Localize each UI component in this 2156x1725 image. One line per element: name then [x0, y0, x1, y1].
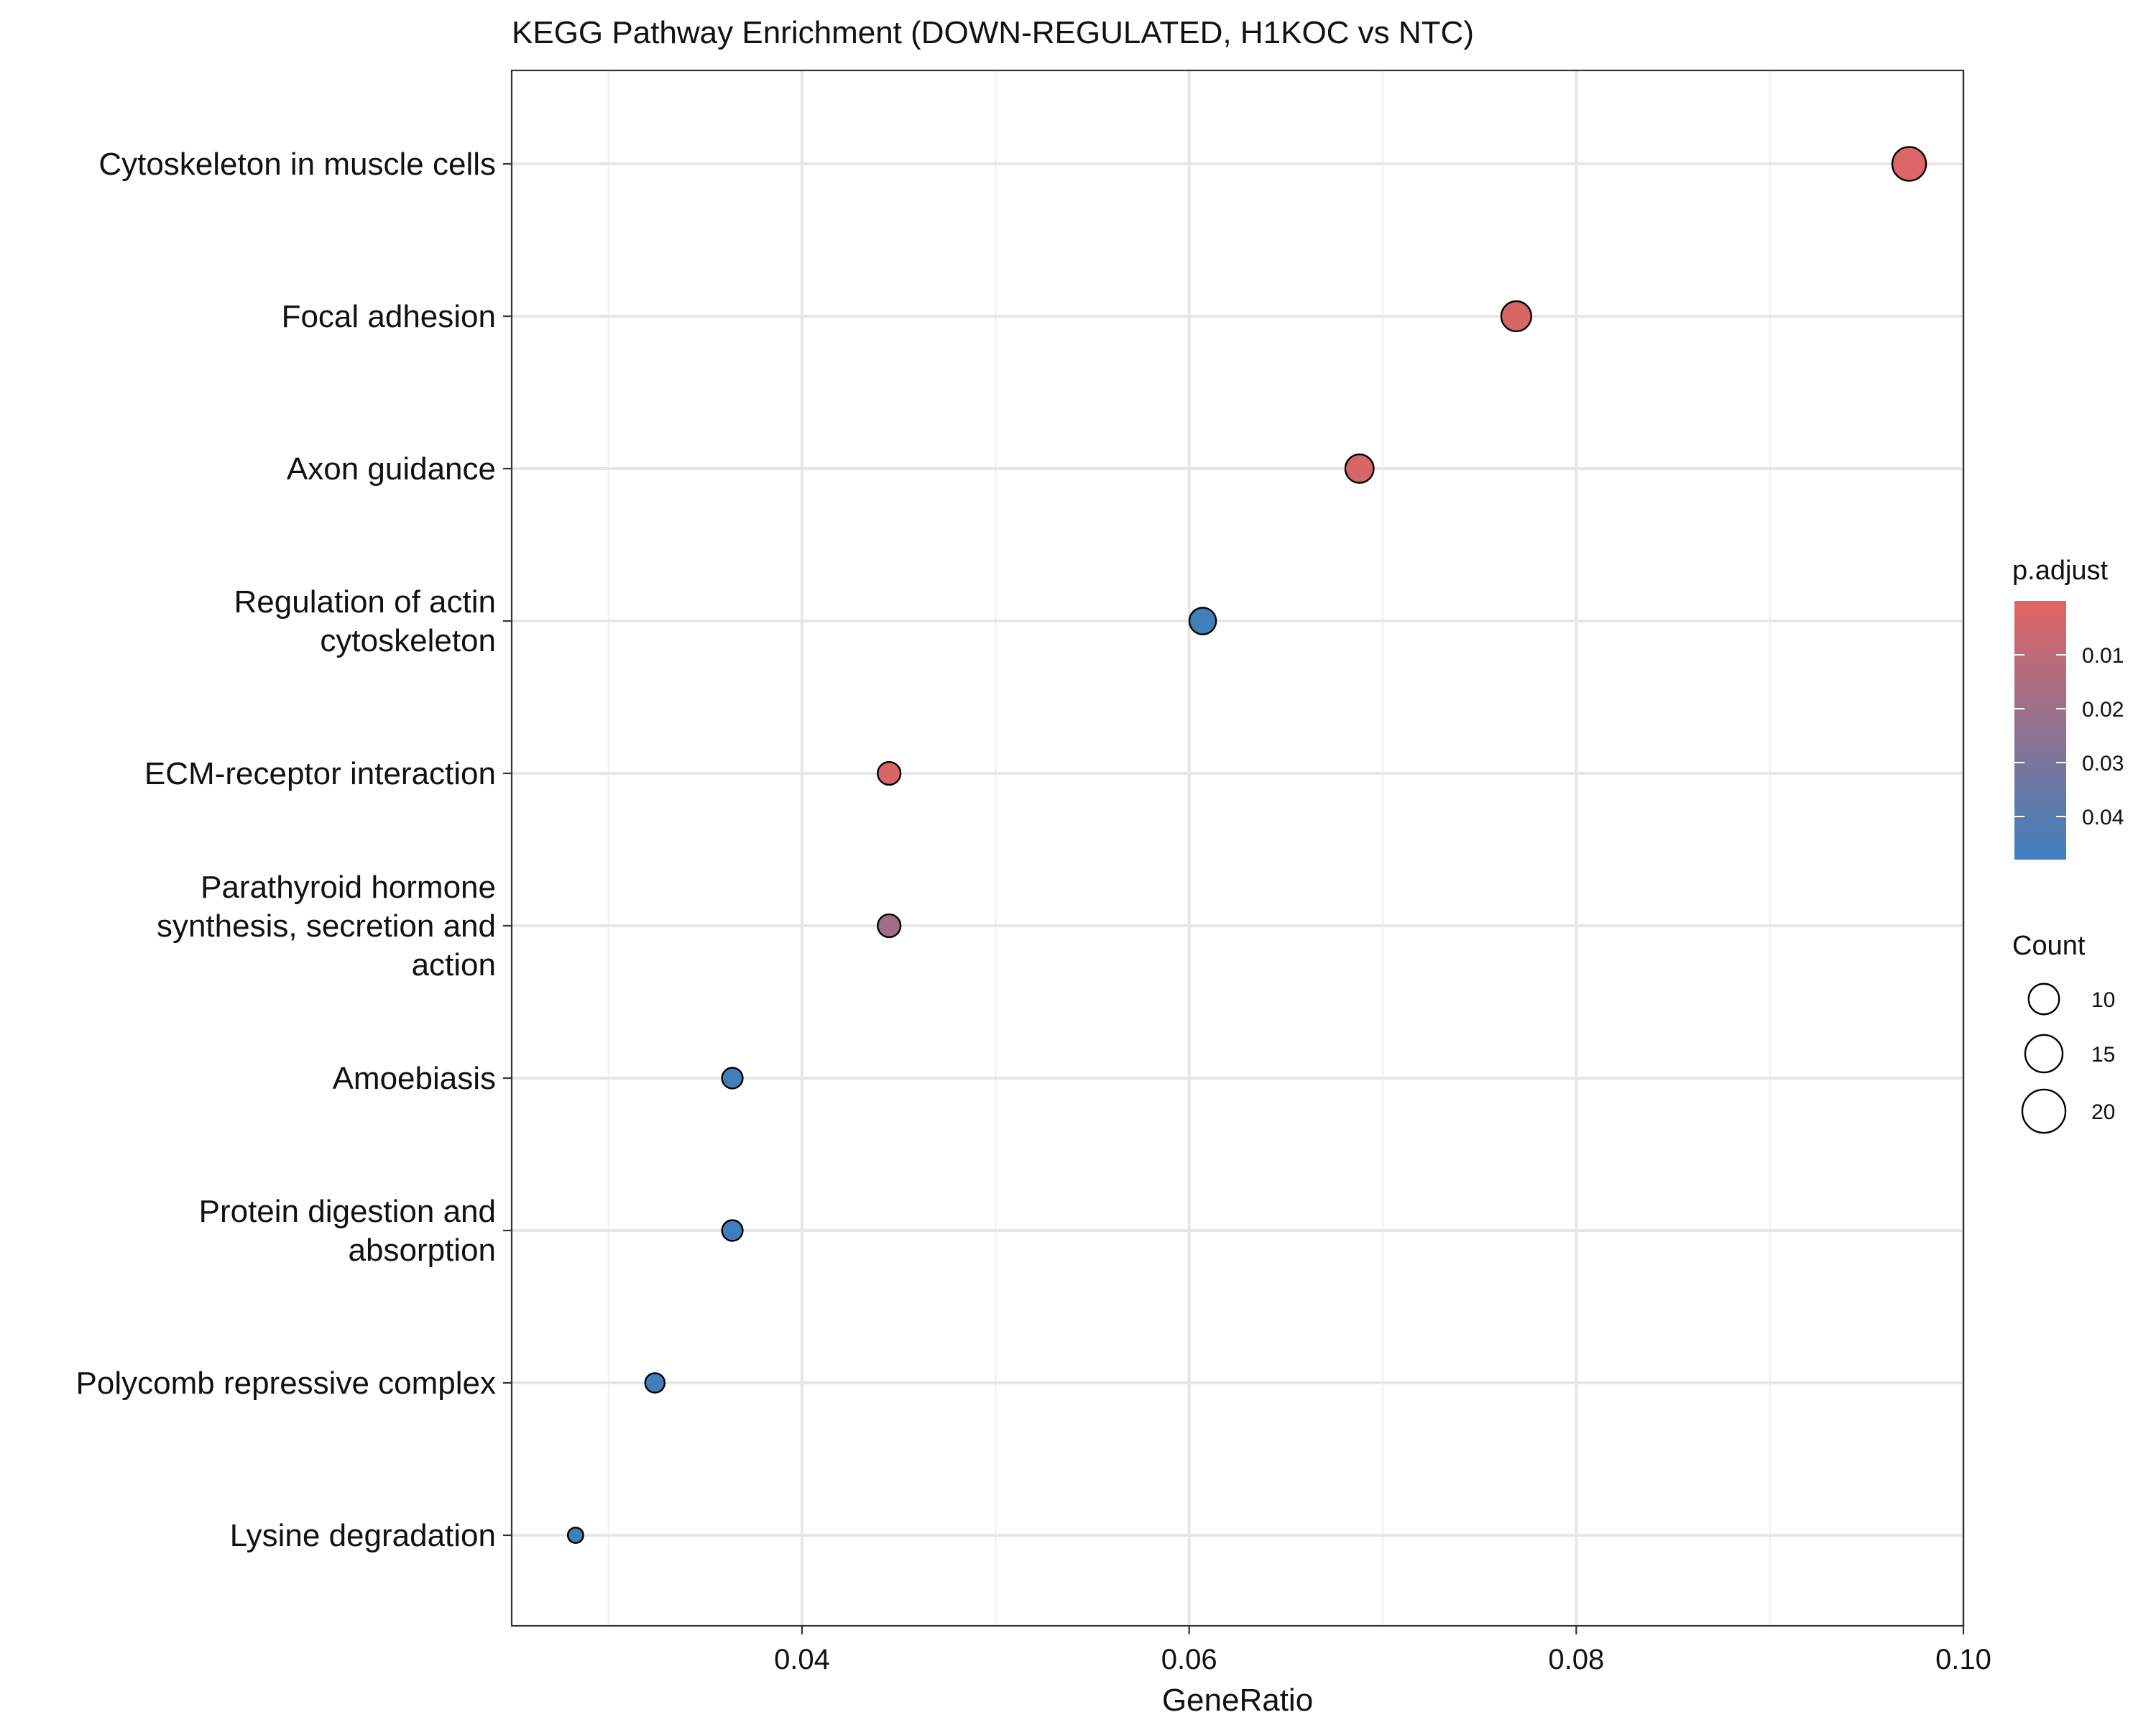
data-point	[1500, 300, 1532, 333]
colorbar-tick-label: 0.03	[2082, 752, 2124, 776]
y-tick-label: Axon guidance	[287, 451, 496, 487]
y-tick-label: ECM-receptor interaction	[144, 756, 496, 791]
colorbar-tick-label: 0.01	[2082, 644, 2124, 668]
x-tick-label: 0.10	[1935, 1644, 1991, 1675]
y-tick-label: Cytoskeleton in muscle cells	[98, 147, 496, 182]
x-axis-title: GeneRatio	[1162, 1683, 1313, 1718]
data-point	[644, 1372, 666, 1394]
data-point	[566, 1527, 584, 1544]
y-tick-label: Polycomb repressive complex	[76, 1366, 496, 1401]
count-legend-circle	[2027, 983, 2060, 1016]
colorbar-tick-label: 0.02	[2082, 698, 2124, 722]
y-axis: Cytoskeleton in muscle cells Focal adhesi…	[76, 147, 512, 1553]
x-tick-label: 0.08	[1548, 1644, 1604, 1675]
y-tick-label: Parathyroid hormone synthesis, secretion …	[157, 870, 496, 983]
count-legend-circle	[2021, 1088, 2067, 1134]
data-point	[877, 913, 902, 939]
x-axis: 0.04 0.06 0.08 0.10	[774, 1626, 1991, 1675]
plot-panel	[510, 69, 1965, 1627]
data-point	[721, 1067, 744, 1090]
data-point	[877, 760, 902, 786]
x-tick-label: 0.04	[774, 1644, 830, 1675]
data-point	[1891, 146, 1927, 182]
panel-border	[510, 69, 1965, 1627]
data-point	[1188, 607, 1217, 635]
p-adjust-colorbar	[2014, 601, 2066, 860]
count-legend: Count 10 15 20	[2012, 931, 2115, 1134]
x-tick-label: 0.06	[1161, 1644, 1217, 1675]
y-tick-label: Regulation of actin cytoskeleton	[234, 584, 496, 658]
count-legend-circle	[2024, 1034, 2064, 1074]
colorbar-tick-label: 0.04	[2082, 806, 2124, 829]
y-tick-label: Amoebiasis	[333, 1061, 496, 1096]
data-point	[721, 1219, 744, 1242]
y-tick-label: Protein digestion and absorption	[199, 1194, 496, 1268]
p-adjust-colorbar-ticks: 0.01 0.02 0.03 0.04	[2014, 644, 2124, 829]
p-adjust-legend-title: p.adjust	[2012, 556, 2109, 586]
y-tick-label: Focal adhesion	[282, 299, 496, 334]
y-tick-label: Lysine degradation	[230, 1518, 496, 1553]
count-legend-label: 20	[2091, 1100, 2115, 1124]
chart-title: KEGG Pathway Enrichment (DOWN-REGULATED,…	[512, 15, 1474, 50]
data-point	[1344, 454, 1375, 484]
p-adjust-legend: p.adjust 0.01 0.02 0.03 0.04	[2012, 556, 2124, 860]
data-points	[566, 146, 1927, 1544]
count-legend-label: 10	[2091, 988, 2115, 1012]
grid-minor-lines	[607, 70, 1771, 1626]
count-legend-label: 15	[2091, 1043, 2115, 1067]
grid-major-lines	[512, 70, 1965, 1626]
count-legend-keys: 10 15 20	[2021, 983, 2115, 1134]
count-legend-title: Count	[2012, 931, 2086, 961]
